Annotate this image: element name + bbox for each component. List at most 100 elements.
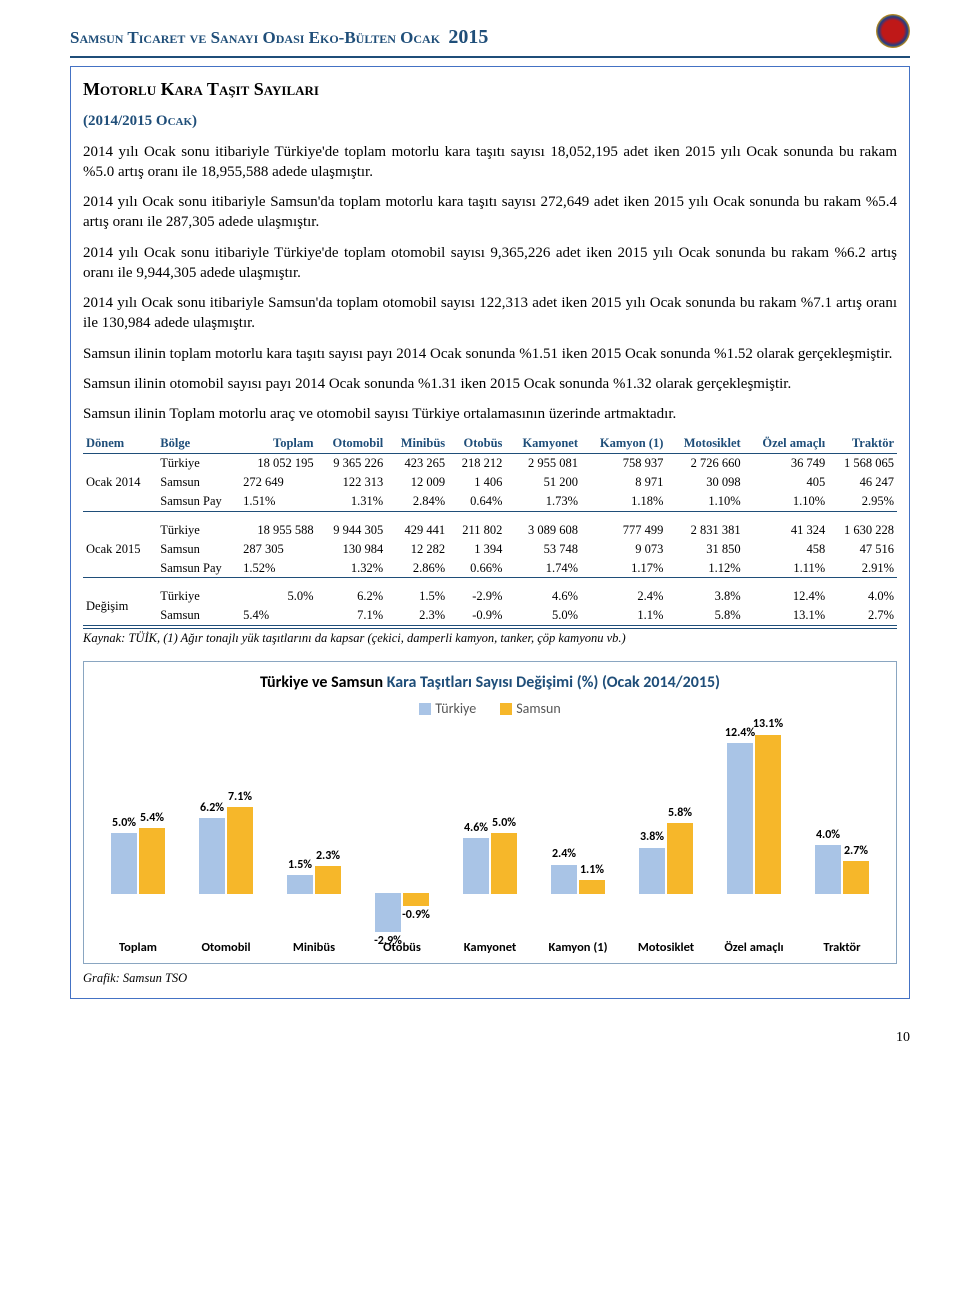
chart-bar-label: 5.8% [668, 805, 692, 821]
chart-title-prefix: Türkiye ve Samsun [260, 673, 387, 692]
table-cell: Türkiye [157, 454, 240, 473]
chart-source: Grafik: Samsun TSO [83, 970, 897, 987]
chart-bar-label: -0.9% [402, 907, 430, 923]
table-cell: 51 200 [505, 473, 581, 492]
chart-bar-group: 3.8% 5.8% [622, 727, 710, 894]
chart-category-label: Özel amaçlı [724, 940, 783, 957]
table-header-cell: Kamyon (1) [581, 434, 666, 453]
table-cell: 2 831 381 [666, 511, 743, 539]
table-row: Samsun287 305130 98412 2821 39453 7489 0… [83, 540, 897, 559]
table-cell: 31 850 [666, 540, 743, 559]
section-title: Motorlu Kara Taşıt Sayıları [83, 77, 897, 101]
table-cell: 122 313 [317, 473, 387, 492]
table-cell: 130 984 [317, 540, 387, 559]
chart-bar-label: 2.3% [316, 848, 340, 864]
chart-title-highlight: Kara Taşıtları Sayısı Değişimi (%) (Ocak… [387, 673, 720, 692]
chart-bar-group: 5.0%5.4% [94, 727, 182, 894]
table-period-cell: Değişim [83, 578, 157, 626]
legend-label-samsun: Samsun [516, 700, 561, 717]
chart-container: Türkiye ve Samsun Kara Taşıtları Sayısı … [83, 661, 897, 963]
chart-bar-label: 4.0% [816, 827, 840, 843]
chart-category: 6.2%7.1%Otomobil [182, 727, 270, 957]
table-cell: 1.12% [666, 559, 743, 578]
table-header-cell: Motosiklet [666, 434, 743, 453]
chart-bar-label: 7.1% [228, 789, 252, 805]
chart-category-label: Toplam [119, 940, 157, 957]
table-cell: 5.0% [240, 578, 316, 606]
table-cell: Samsun Pay [157, 492, 240, 511]
table-header-cell: Toplam [240, 434, 316, 453]
chart-bar-label: 5.0% [492, 815, 516, 831]
table-cell: 1.52% [240, 559, 316, 578]
table-cell: 423 265 [386, 454, 448, 473]
table-cell: 429 441 [386, 511, 448, 539]
table-cell: 5.0% [505, 606, 581, 625]
chart-bar-group: 4.6%5.0% [446, 727, 534, 894]
chart-bar-group: 1.5%2.3% [270, 727, 358, 894]
chart-category: 2.4%1.1%Kamyon (1) [534, 727, 622, 957]
table-cell: 6.2% [317, 578, 387, 606]
table-cell: 4.6% [505, 578, 581, 606]
logo-icon [876, 14, 910, 48]
table-cell: 2.91% [828, 559, 897, 578]
table-cell: 1.1% [581, 606, 666, 625]
chart-bar-samsun: 2.7% [843, 861, 869, 894]
chart-bar-turkiye: -2.9% [375, 893, 401, 894]
chart-bar-turkiye: 4.0% [815, 845, 841, 894]
legend-swatch-turkiye [419, 703, 431, 715]
chart-bar-label: -2.9% [374, 933, 402, 949]
chart-bar-label: 1.5% [288, 857, 312, 873]
table-cell: 12 009 [386, 473, 448, 492]
table-cell: 405 [744, 473, 829, 492]
table-cell: 1.32% [317, 559, 387, 578]
chart-bar-neg-samsun [403, 894, 429, 906]
table-row: DeğişimTürkiye5.0%6.2%1.5%-2.9%4.6%2.4%3… [83, 578, 897, 606]
table-cell: 12 282 [386, 540, 448, 559]
table-cell: 7.1% [317, 606, 387, 625]
table-cell: Samsun [157, 473, 240, 492]
page-header: Samsun Ticaret ve Sanayi Odası Eko-Bülte… [70, 20, 910, 58]
table-cell: Samsun Pay [157, 559, 240, 578]
table-header-cell: Minibüs [386, 434, 448, 453]
paragraph: Samsun ilinin otomobil sayısı payı 2014 … [83, 374, 897, 394]
table-cell: 2.95% [828, 492, 897, 511]
table-cell: 1 406 [448, 473, 505, 492]
table-cell: 36 749 [744, 454, 829, 473]
table-row: Ocak 2015Türkiye18 955 5889 944 305429 4… [83, 511, 897, 539]
chart-category: 5.0%5.4% Toplam [94, 727, 182, 957]
table-header-cell: Özel amaçlı [744, 434, 829, 453]
table-cell: 777 499 [581, 511, 666, 539]
table-cell: 1.10% [744, 492, 829, 511]
table-cell: 2 726 660 [666, 454, 743, 473]
chart-bar-samsun: 1.1% [579, 880, 605, 893]
table-header-cell: Otobüs [448, 434, 505, 453]
table-header-cell: Bölge [157, 434, 240, 453]
chart-category-label: Motosiklet [638, 940, 694, 957]
paragraph: Samsun ilinin Toplam motorlu araç ve oto… [83, 404, 897, 424]
paragraph: Samsun ilinin toplam motorlu kara taşıtı… [83, 344, 897, 364]
chart-bar-samsun: 5.4% [139, 828, 165, 894]
header-title-text: Samsun Ticaret ve Sanayi Odası Eko-Bülte… [70, 28, 440, 47]
table-cell: 1.11% [744, 559, 829, 578]
table-header-cell: Otomobil [317, 434, 387, 453]
chart-title: Türkiye ve Samsun Kara Taşıtları Sayısı … [94, 672, 886, 694]
page-number: 10 [70, 1029, 910, 1048]
table-cell: 2.84% [386, 492, 448, 511]
chart-bar-turkiye: 1.5% [287, 875, 313, 893]
chart-bar-group: 4.0%2.7% [798, 727, 886, 894]
chart-bar-samsun: -0.9% [403, 893, 429, 894]
paragraph: 2014 yılı Ocak sonu itibariyle Samsun'da… [83, 293, 897, 334]
table-cell: 1.51% [240, 492, 316, 511]
table-cell: 4.0% [828, 578, 897, 606]
chart-bar-turkiye: 3.8% [639, 848, 665, 894]
paragraph: 2014 yılı Ocak sonu itibariyle Türkiye'd… [83, 142, 897, 183]
table-cell: 2.86% [386, 559, 448, 578]
chart-bar-samsun: 2.3% [315, 866, 341, 894]
table-cell: 41 324 [744, 511, 829, 539]
content-frame: Motorlu Kara Taşıt Sayıları (2014/2015 O… [70, 66, 910, 999]
paragraph: 2014 yılı Ocak sonu itibariyle Samsun'da… [83, 192, 897, 233]
legend-item-samsun: Samsun [500, 700, 561, 719]
table-cell: 46 247 [828, 473, 897, 492]
table-row: Ocak 2014Türkiye18 052 1959 365 226423 2… [83, 454, 897, 473]
table-cell: 1 394 [448, 540, 505, 559]
